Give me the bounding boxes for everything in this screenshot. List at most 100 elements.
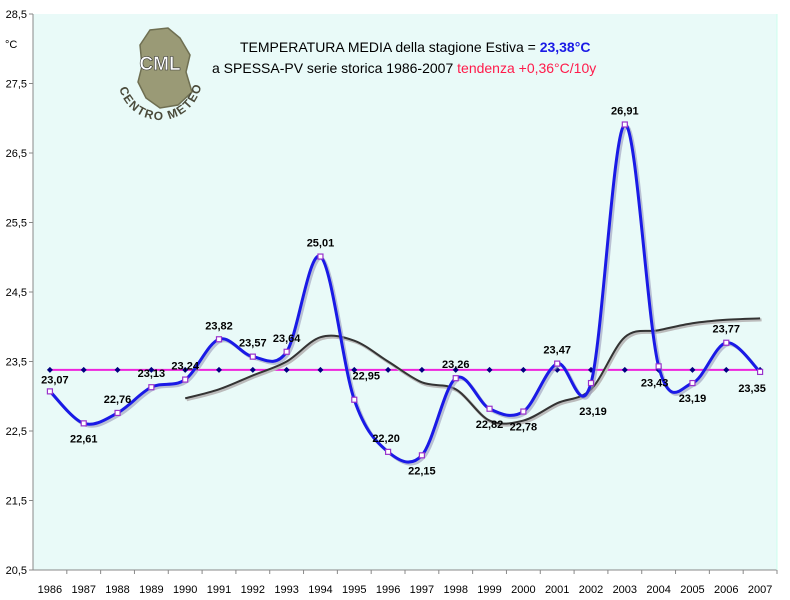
temperature-data-label: 23,19 bbox=[579, 406, 607, 418]
y-tick-label: 20,5 bbox=[6, 565, 27, 577]
mean-line-point bbox=[385, 366, 392, 373]
temperature-point bbox=[756, 368, 764, 376]
temperature-point bbox=[418, 452, 426, 459]
temperature-data-label: 22,95 bbox=[353, 371, 381, 383]
x-tick-label: 2002 bbox=[579, 584, 603, 596]
temperature-data-label: 23,47 bbox=[543, 345, 571, 357]
temperature-point bbox=[148, 384, 155, 391]
lombardy-map-icon bbox=[137, 27, 193, 109]
chart-title-text-1: TEMPERATURA MEDIA della stagione Estiva … bbox=[240, 39, 540, 55]
chart-title-line-2: a SPESSA-PV serie storica 1986-2007 tend… bbox=[212, 60, 596, 76]
mean-line-point bbox=[80, 366, 87, 373]
temperature-point bbox=[46, 388, 54, 395]
y-axis-label: °C bbox=[5, 39, 17, 51]
temperature-data-label: 23,35 bbox=[738, 383, 766, 395]
temperature-point bbox=[182, 376, 189, 383]
x-tick-label: 1991 bbox=[207, 584, 231, 596]
x-tick-label: 1993 bbox=[274, 584, 298, 596]
x-tick-label: 1989 bbox=[139, 584, 163, 596]
temperature-point bbox=[655, 363, 662, 370]
x-tick-label: 1987 bbox=[71, 584, 95, 596]
temperature-point bbox=[80, 420, 87, 427]
temperature-data-label: 23,24 bbox=[171, 361, 199, 373]
mean-line-point bbox=[216, 366, 222, 373]
chart-title-text-2: a SPESSA-PV serie storica 1986-2007 bbox=[212, 60, 457, 76]
temperature-point bbox=[215, 336, 223, 343]
mean-line-point bbox=[249, 366, 256, 373]
temperature-point bbox=[486, 405, 493, 412]
y-tick-label: 28,5 bbox=[6, 9, 27, 21]
mean-line-point bbox=[114, 366, 121, 373]
mean-line-point bbox=[317, 366, 324, 373]
temperature-data-label: 23,82 bbox=[205, 320, 233, 332]
mean-line-point bbox=[621, 366, 628, 373]
temperature-data-label: 22,82 bbox=[476, 419, 504, 431]
y-tick-label: 26,5 bbox=[6, 148, 27, 160]
x-tick-label: 1986 bbox=[38, 584, 62, 596]
mean-line-point bbox=[520, 366, 527, 373]
x-tick-label: 1990 bbox=[173, 584, 197, 596]
temperature-data-label: 22,76 bbox=[104, 394, 132, 406]
temperature-point bbox=[114, 409, 121, 417]
temperature-data-label: 23,57 bbox=[239, 338, 267, 350]
x-tick-label: 2001 bbox=[545, 584, 569, 596]
x-tick-label: 2003 bbox=[613, 584, 637, 596]
mean-line-point bbox=[418, 366, 425, 373]
x-tick-label: 1994 bbox=[308, 584, 332, 596]
x-tick-label: 2004 bbox=[646, 584, 670, 596]
temperature-point bbox=[249, 353, 256, 360]
mean-line-point bbox=[486, 366, 493, 373]
temperature-data-label: 23,13 bbox=[138, 368, 166, 380]
x-tick-label: 1999 bbox=[477, 584, 501, 596]
mean-line-point bbox=[46, 366, 53, 373]
y-tick-label: 23,5 bbox=[6, 357, 27, 369]
temperature-point bbox=[621, 121, 628, 128]
x-tick-label: 2005 bbox=[680, 584, 704, 596]
x-tick-label: 2000 bbox=[511, 584, 535, 596]
mean-line-point bbox=[182, 366, 189, 373]
x-tick-label: 1997 bbox=[410, 584, 434, 596]
temperature-point bbox=[723, 339, 730, 346]
x-tick-label: 2006 bbox=[714, 584, 738, 596]
mean-line-point bbox=[148, 366, 155, 373]
moving-average-path bbox=[184, 317, 761, 425]
logo-text: CML bbox=[139, 54, 181, 75]
chart-title-mean: 23,38°C bbox=[540, 39, 591, 55]
temperature-data-label: 26,91 bbox=[611, 106, 639, 118]
y-tick-label: 22,5 bbox=[6, 426, 27, 438]
y-tick-label: 21,5 bbox=[6, 496, 27, 508]
temperature-point bbox=[554, 360, 561, 367]
temperature-point bbox=[520, 408, 527, 415]
chart-title-trend: tendenza +0,36°C/10y bbox=[457, 60, 596, 76]
x-tick-labels: 1986 1987 1988 1989 1990 1991 1992 1993 1994 1995… bbox=[38, 570, 778, 596]
series-moving-average bbox=[184, 317, 762, 427]
temperature-data-label: 23,64 bbox=[273, 333, 301, 345]
temperature-data-label: 22,61 bbox=[70, 433, 98, 445]
chart-title-line-1: TEMPERATURA MEDIA della stagione Estiva … bbox=[240, 39, 590, 55]
x-tick-label: 1998 bbox=[443, 584, 467, 596]
temperature-point bbox=[689, 379, 696, 387]
temperature-data-label: 23,43 bbox=[641, 377, 669, 389]
temperature-data-label: 23,77 bbox=[713, 324, 741, 336]
mean-line-point bbox=[351, 366, 358, 373]
x-tick-label: 1995 bbox=[342, 584, 366, 596]
series-temperature bbox=[46, 121, 764, 466]
y-tick-label: 27,5 bbox=[6, 79, 27, 91]
x-tick-label: 2007 bbox=[748, 584, 772, 596]
y-tick-label: 24,5 bbox=[6, 287, 27, 299]
plot-background bbox=[33, 14, 777, 570]
mean-line-point bbox=[452, 366, 459, 373]
temperature-data-label: 22,15 bbox=[408, 465, 436, 477]
temperature-data-label: 23,19 bbox=[679, 393, 707, 405]
x-tick-label: 1988 bbox=[105, 584, 129, 596]
y-tick-labels: 20,5 21,5 22,5 23,5 24,5 25,5 26,5 27,5 28,5 bbox=[6, 9, 33, 577]
temperature-point bbox=[452, 375, 459, 382]
y-tick-label: 25,5 bbox=[6, 218, 27, 230]
mean-line-point bbox=[283, 366, 290, 373]
temperature-data-label: 23,26 bbox=[442, 359, 470, 371]
temperature-point bbox=[317, 253, 324, 260]
x-tick-label: 1992 bbox=[241, 584, 265, 596]
temperature-data-label: 23,07 bbox=[41, 374, 69, 386]
temperature-point bbox=[384, 448, 392, 455]
temperature-point bbox=[351, 396, 358, 403]
